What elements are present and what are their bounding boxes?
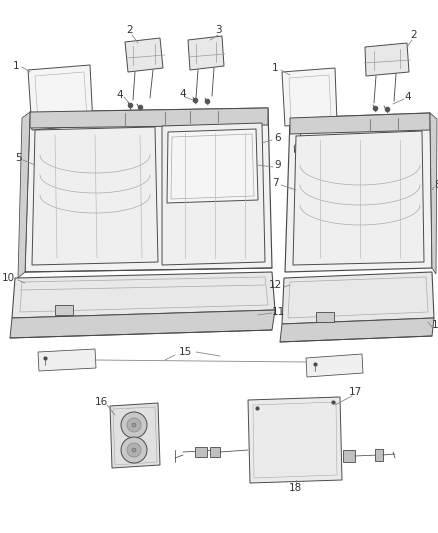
Bar — [375, 449, 383, 461]
Polygon shape — [430, 113, 437, 274]
Polygon shape — [167, 129, 258, 203]
Polygon shape — [290, 113, 430, 134]
Bar — [210, 447, 220, 457]
Polygon shape — [12, 272, 275, 318]
Circle shape — [127, 418, 141, 432]
Text: 5: 5 — [15, 153, 21, 163]
Polygon shape — [365, 43, 409, 76]
Text: 8: 8 — [434, 180, 438, 190]
Polygon shape — [30, 108, 268, 128]
Polygon shape — [280, 318, 434, 342]
Text: 18: 18 — [288, 483, 302, 493]
Text: 12: 12 — [268, 280, 282, 290]
Polygon shape — [306, 354, 363, 377]
Polygon shape — [110, 403, 160, 468]
Text: 1: 1 — [272, 63, 278, 73]
Text: 1: 1 — [13, 61, 19, 71]
Text: 7: 7 — [272, 178, 278, 188]
Text: 9: 9 — [275, 160, 281, 170]
Bar — [55, 305, 73, 315]
Circle shape — [121, 412, 147, 438]
Polygon shape — [38, 349, 96, 371]
Text: 11: 11 — [272, 307, 285, 317]
Text: 17: 17 — [348, 387, 362, 397]
Polygon shape — [282, 68, 337, 126]
Text: 2: 2 — [127, 25, 133, 35]
Text: 2: 2 — [411, 30, 417, 40]
Polygon shape — [32, 127, 158, 265]
Polygon shape — [28, 65, 93, 130]
Circle shape — [121, 437, 147, 463]
Polygon shape — [162, 123, 265, 265]
Circle shape — [132, 448, 136, 452]
Polygon shape — [125, 38, 163, 72]
Bar — [316, 312, 334, 322]
Circle shape — [132, 423, 136, 427]
Text: 4: 4 — [405, 92, 411, 102]
Polygon shape — [10, 310, 275, 338]
Text: 4: 4 — [117, 90, 124, 100]
Bar — [195, 447, 207, 457]
Polygon shape — [18, 112, 30, 278]
Polygon shape — [282, 272, 434, 324]
Polygon shape — [188, 36, 224, 70]
Text: 13: 13 — [431, 320, 438, 330]
Polygon shape — [25, 108, 272, 272]
Circle shape — [127, 443, 141, 457]
Text: 10: 10 — [1, 273, 14, 283]
Polygon shape — [285, 113, 432, 272]
Text: 6: 6 — [275, 133, 281, 143]
Text: 16: 16 — [94, 397, 108, 407]
Polygon shape — [248, 397, 342, 483]
Bar — [343, 450, 355, 462]
Text: 15: 15 — [178, 347, 192, 357]
Text: 3: 3 — [215, 25, 221, 35]
Text: 4: 4 — [180, 89, 186, 99]
Polygon shape — [293, 131, 424, 265]
